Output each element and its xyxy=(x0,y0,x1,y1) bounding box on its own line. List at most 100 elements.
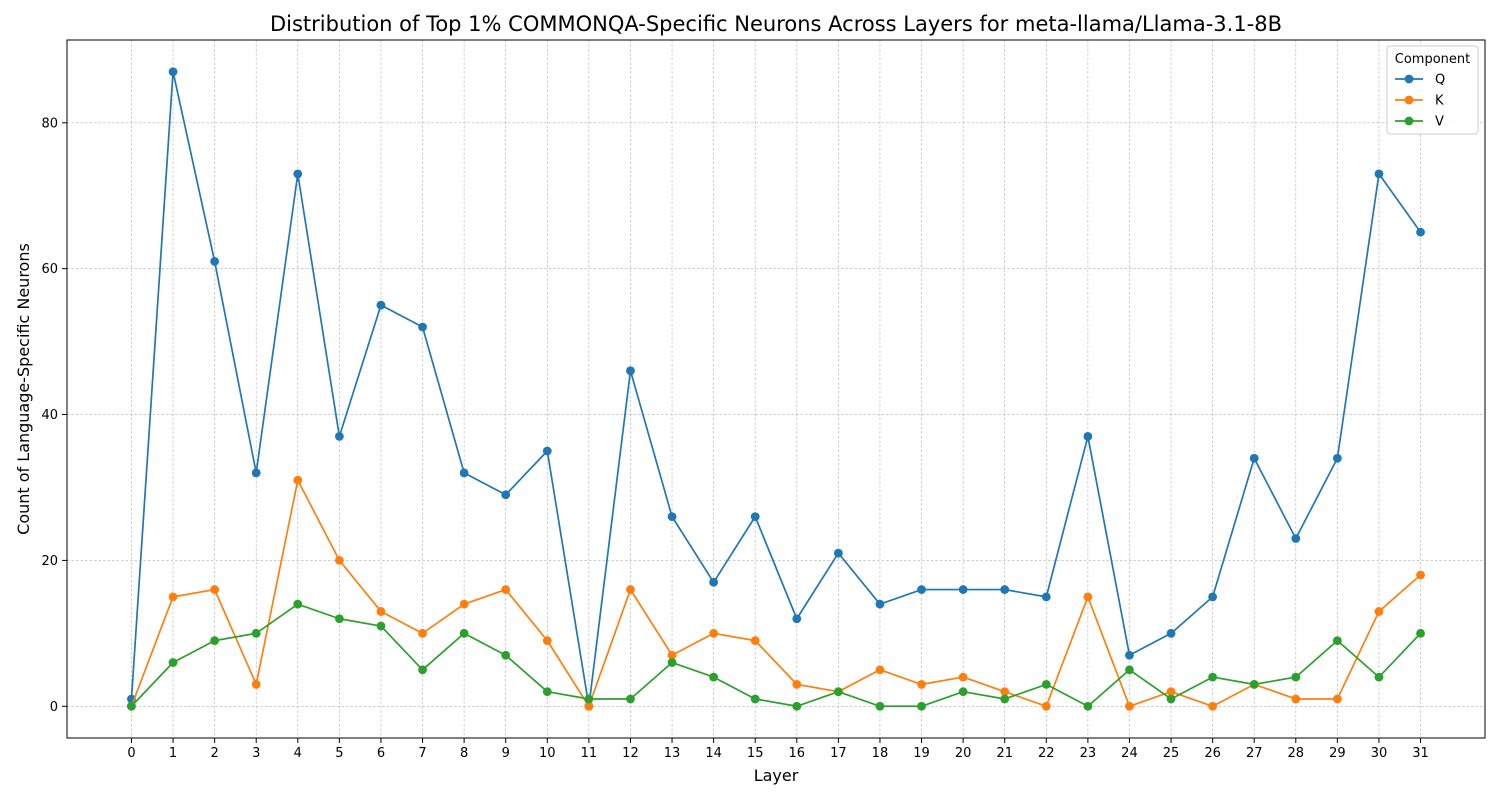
data-point-v xyxy=(792,701,802,711)
data-point-v xyxy=(833,687,843,697)
series-line-k xyxy=(130,479,1422,708)
data-point-k xyxy=(709,628,719,638)
data-point-k xyxy=(667,650,677,660)
x-tick-label: 14 xyxy=(705,746,722,761)
data-point-k xyxy=(1000,687,1010,697)
data-point-v xyxy=(251,628,261,638)
x-tick-label: 8 xyxy=(460,746,468,761)
data-point-k xyxy=(1332,694,1342,704)
legend-label: Q xyxy=(1435,73,1445,88)
x-tick-label: 12 xyxy=(622,746,639,761)
data-point-v xyxy=(334,614,344,624)
legend-marker xyxy=(1404,74,1414,84)
data-point-v xyxy=(293,599,303,609)
data-point-q xyxy=(1083,432,1093,441)
x-tick-label: 24 xyxy=(1121,746,1138,761)
x-tick-label: 27 xyxy=(1246,746,1263,761)
x-tick-label: 20 xyxy=(955,746,972,761)
data-point-k xyxy=(792,679,802,689)
y-tick-label: 0 xyxy=(50,700,58,715)
data-point-q xyxy=(1249,453,1259,463)
data-point-k xyxy=(750,636,760,646)
data-point-k xyxy=(501,585,511,594)
data-point-v xyxy=(750,694,760,704)
x-tick-label: 13 xyxy=(664,746,681,761)
x-tick-label: 5 xyxy=(335,746,343,761)
data-point-q xyxy=(542,446,552,456)
data-point-k xyxy=(1416,570,1425,580)
data-point-q xyxy=(709,577,719,587)
data-point-k xyxy=(459,599,469,609)
legend-title: Component xyxy=(1395,52,1470,67)
data-point-q xyxy=(293,169,303,179)
data-point-q xyxy=(501,490,511,500)
data-point-v xyxy=(1291,672,1301,682)
data-point-v xyxy=(1041,679,1051,689)
data-point-v xyxy=(542,687,552,697)
data-point-q xyxy=(626,366,635,376)
plot-frame xyxy=(66,39,1486,739)
data-point-k xyxy=(542,636,552,646)
data-point-k xyxy=(251,679,261,689)
data-point-v xyxy=(127,701,136,711)
legend-item-q: Q xyxy=(1395,73,1445,88)
data-point-v xyxy=(1125,665,1134,675)
data-point-q xyxy=(1208,592,1218,602)
data-point-q xyxy=(1041,592,1051,602)
ticks: 0 1 2 3 4 5 6 7 8 9 10 11 12 13 14 15 16 17 18 19 20 21 22 23 24… xyxy=(41,116,1428,761)
x-tick-label: 10 xyxy=(539,746,556,761)
x-tick-label: 21 xyxy=(996,746,1013,761)
data-point-k xyxy=(1291,694,1301,704)
data-point-q xyxy=(459,468,469,478)
x-tick-label: 19 xyxy=(913,746,930,761)
x-tick-label: 29 xyxy=(1329,746,1346,761)
data-point-k xyxy=(917,679,926,689)
data-point-q xyxy=(833,548,843,558)
data-point-k xyxy=(875,665,885,675)
data-point-k xyxy=(418,628,427,638)
data-point-k xyxy=(1041,701,1051,711)
data-point-k xyxy=(1208,701,1218,711)
x-axis-title: Layer xyxy=(754,766,799,785)
data-point-v xyxy=(667,658,677,667)
data-point-q xyxy=(334,432,344,441)
data-point-k xyxy=(168,592,178,602)
x-tick-label: 16 xyxy=(789,746,806,761)
y-tick-label: 20 xyxy=(41,554,58,569)
x-tick-label: 9 xyxy=(502,746,510,761)
legend-marker xyxy=(1404,116,1414,126)
data-point-k xyxy=(584,701,594,711)
data-point-q xyxy=(1374,169,1384,179)
data-point-k xyxy=(958,672,968,682)
x-tick-label: 1 xyxy=(169,746,177,761)
series-line-v xyxy=(130,603,1422,708)
data-point-v xyxy=(875,701,885,711)
x-tick-label: 4 xyxy=(294,746,302,761)
data-point-q xyxy=(667,512,677,522)
data-point-k xyxy=(626,585,635,594)
data-point-q xyxy=(1125,650,1134,660)
legend-marker xyxy=(1404,95,1414,105)
x-tick-label: 0 xyxy=(127,746,135,761)
data-point-k xyxy=(334,556,344,565)
x-tick-label: 30 xyxy=(1371,746,1388,761)
y-tick-label: 80 xyxy=(41,116,58,131)
data-point-k xyxy=(376,607,386,616)
data-point-q xyxy=(1416,227,1425,237)
data-point-v xyxy=(459,628,469,638)
x-tick-label: 25 xyxy=(1163,746,1180,761)
data-point-q xyxy=(168,67,178,77)
data-point-q xyxy=(1166,628,1176,638)
data-point-k xyxy=(210,585,220,594)
x-tick-label: 31 xyxy=(1412,746,1429,761)
data-point-v xyxy=(958,687,968,697)
x-tick-label: 11 xyxy=(581,746,598,761)
x-tick-label: 2 xyxy=(210,746,218,761)
data-point-q xyxy=(376,300,386,310)
x-tick-label: 23 xyxy=(1080,746,1097,761)
legend-item-v: V xyxy=(1395,115,1444,130)
legend-box xyxy=(1386,45,1479,135)
data-point-v xyxy=(709,672,719,682)
x-tick-label: 18 xyxy=(872,746,889,761)
